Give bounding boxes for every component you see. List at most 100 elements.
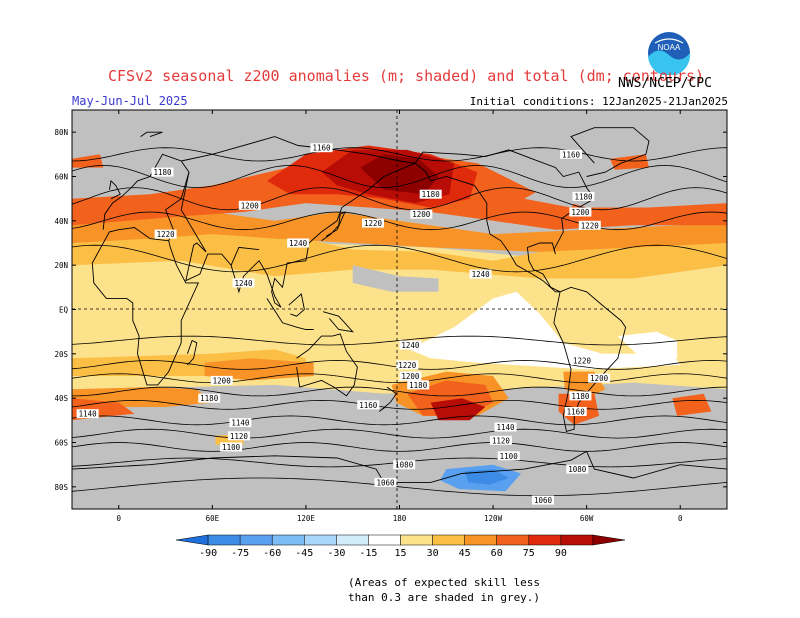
- contour-label: 1180: [422, 190, 441, 199]
- contour-label: 1180: [574, 192, 593, 201]
- contour-label: 1220: [364, 219, 383, 228]
- contour-sh-1200: [72, 373, 727, 384]
- contour-label-bg: [399, 371, 422, 381]
- coast-india-lines: [230, 246, 260, 266]
- contour-label-bg: [76, 409, 99, 419]
- anomaly-white-east-pacific: [408, 291, 681, 370]
- logo-text: NOAA: [658, 43, 681, 52]
- lat-label: 80N: [54, 128, 68, 137]
- contour-label-bg: [232, 278, 255, 288]
- contour-nh-1180: [72, 164, 727, 189]
- lat-label: 40S: [54, 394, 68, 403]
- contour-sh-1060: [72, 477, 727, 497]
- colorbar-swatch: [175, 534, 209, 546]
- contour-label: 1240: [234, 279, 253, 288]
- colorbar-swatch: [528, 534, 562, 546]
- contour-label: 1220: [573, 357, 592, 366]
- colorbar-label: 30: [427, 548, 439, 559]
- contour-label: 1200: [401, 372, 420, 381]
- skill-note-line1: (Areas of expected skill less: [348, 576, 541, 589]
- noaa-logo: NOAA: [647, 31, 691, 79]
- lat-label: EQ: [59, 306, 69, 315]
- contour-label-bg: [407, 380, 430, 390]
- skill-note-line2: than 0.3 are shaded in grey.): [348, 591, 541, 604]
- contour-label: 1180: [409, 381, 428, 390]
- anomaly-arctic-orange-west: [72, 154, 104, 168]
- colorbar-label: -30: [327, 548, 345, 559]
- anomaly-nh-dark-orange-band: [72, 203, 727, 252]
- coast-indonesia-2: [288, 293, 305, 317]
- colorbar-label: -60: [263, 548, 281, 559]
- colorbar-swatch: [239, 534, 273, 546]
- contour-label: 1060: [376, 478, 395, 487]
- contour-nh-1160: [72, 147, 727, 162]
- colorbar-swatch: [432, 534, 465, 546]
- colorbar-label: 60: [491, 548, 503, 559]
- contour-label-bg: [566, 464, 589, 474]
- contour-label: 1060: [534, 496, 553, 505]
- contour-label-bg: [399, 340, 422, 350]
- contour-label: 1200: [213, 376, 232, 385]
- contour-label-bg: [564, 407, 587, 416]
- contour-label: 1200: [571, 208, 590, 217]
- height-contours: [72, 147, 727, 497]
- coast-europe-africa: [91, 153, 199, 386]
- lon-label: 0: [678, 514, 683, 523]
- anomaly-grey-patch-midpacific: [352, 265, 439, 292]
- contour-label-bg: [374, 477, 397, 487]
- contour-label: 1200: [241, 201, 260, 210]
- coast-new-guinea: [322, 311, 354, 333]
- colorbar-swatch: [560, 534, 594, 546]
- contour-label: 1220: [581, 221, 600, 230]
- contour-label: 1180: [571, 392, 590, 401]
- lat-label: 40N: [54, 217, 68, 226]
- coast-japan: [321, 211, 346, 242]
- colorbar-swatch: [400, 534, 433, 546]
- contour-label: 1100: [222, 443, 241, 452]
- contour-label: 1220: [157, 230, 176, 239]
- contour-label-bg: [396, 360, 419, 370]
- anomaly-antarctic-blue: [465, 469, 509, 485]
- contour-label: 1140: [496, 423, 515, 432]
- contour-label-bg: [229, 418, 252, 428]
- contour-label-bg: [238, 200, 261, 210]
- lon-label: 60E: [206, 514, 220, 523]
- lat-label: 60S: [54, 439, 68, 448]
- contour-label: 1160: [567, 408, 586, 417]
- coastlines: [72, 127, 727, 483]
- contour-label-bg: [497, 451, 520, 461]
- anomaly-white-west-atlantic: [617, 331, 678, 359]
- contour-label-bg: [220, 442, 243, 452]
- colorbar-label: 45: [459, 548, 471, 559]
- anomaly-sh-east-red: [672, 393, 712, 416]
- contour-label-bg: [151, 167, 174, 177]
- contour-label-bg: [569, 207, 592, 217]
- contour-label-bg: [569, 391, 592, 401]
- coast-new-zealand: [378, 386, 398, 412]
- contour-label: 1180: [153, 168, 172, 177]
- colorbar-swatch: [496, 534, 530, 546]
- lon-label: 0: [117, 514, 122, 523]
- contour-label-bg: [210, 375, 233, 385]
- colorbar-swatch: [207, 534, 241, 546]
- contour-label: 1200: [412, 210, 431, 219]
- contour-label-bg: [198, 393, 221, 403]
- colorbar-swatch: [336, 534, 369, 546]
- lon-label: 60W: [580, 514, 594, 523]
- contour-label: 1180: [200, 394, 219, 403]
- contour-label: 1240: [289, 239, 308, 248]
- contour-labels: 1160118012001220124012201200118011601180…: [76, 143, 611, 505]
- contour-label-bg: [310, 143, 333, 153]
- contour-sh-1180: [72, 386, 727, 397]
- contour-label: 1080: [395, 461, 414, 470]
- map-axes: 80N 60N 40N 20N EQ 20S 40S 60S 80S 0 60E 120E 180 120…: [54, 110, 727, 523]
- contour-label-bg: [419, 189, 442, 199]
- contour-label: 1160: [359, 401, 378, 410]
- coast-arctic-islands: [140, 131, 163, 138]
- contour-label-bg: [227, 431, 250, 441]
- initial-conditions: Initial conditions: 12Jan2025-21Jan2025: [469, 95, 728, 108]
- contour-nh-1220: [72, 211, 727, 231]
- lon-label: 120E: [297, 514, 316, 523]
- contour-label: 1140: [79, 410, 98, 419]
